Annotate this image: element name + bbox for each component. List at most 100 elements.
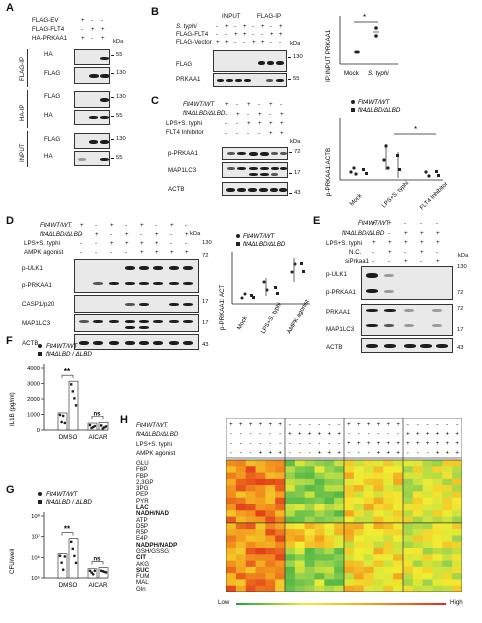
heatmap-cell [452,535,462,543]
sign: + [372,239,376,246]
heatmap-cell [442,548,453,555]
heatmap-cell [442,541,453,549]
sign: - [270,23,273,30]
sign: - [436,220,439,227]
condition-sign: + [318,451,322,457]
heatmap-cell [363,554,374,561]
sign: + [155,231,159,238]
heatmap-cell [255,579,266,587]
heatmap-cell [344,504,355,511]
heatmap-cell [285,485,296,492]
heatmap-cell [245,579,256,587]
blot-label: p-ULK1 [22,265,43,272]
condition-sign: + [347,441,351,447]
heatmap-cell [304,573,315,580]
heatmap-cell [393,491,404,499]
condition-label: flt4ΔLBD/ΔLBD [136,431,179,438]
heatmap-cell [245,491,256,499]
marker: 43 [202,342,209,348]
heatmap-cell [422,541,433,549]
sign: + [261,39,265,46]
legend-label: flt4ΔLBD / ΔLBD [46,499,92,506]
heatmap-cell [422,573,433,580]
heatmap-cell [314,491,325,499]
heatmap: + + + + + + - - - - - - + + + + + + - - - - - -- - - - - - + + + + + + - - - -… [226,418,462,592]
sign: - [110,249,113,256]
heatmap-cell [314,560,325,568]
heatmap-cell [403,529,414,536]
condition-sign: + [357,422,361,428]
blot-label: p-PRKAA1 [22,282,52,289]
heatmap-cell [285,504,296,511]
heatmap-cell [245,541,256,549]
sign: + [91,26,95,33]
sign: + [236,110,240,118]
heatmap-cell [275,579,286,587]
heatmap-cell [412,579,423,587]
condition-sign: - [436,422,438,428]
heatmap-cell [255,491,266,499]
heatmap-cell [393,579,404,587]
heatmap-cell [235,504,246,511]
heatmap-cell [294,585,305,592]
condition-sign: + [386,451,390,457]
heatmap-cell [344,491,355,499]
heatmap-cell [393,516,404,524]
sign: - [247,129,250,137]
row-label: Flt4WT/WT [358,220,390,227]
legend-marker [38,500,42,504]
heatmap-cell [363,522,374,530]
heatmap-cell [353,529,364,536]
sign: + [404,258,408,265]
heatmap-cell [442,566,453,574]
heatmap-cell [422,460,433,467]
condition-sign: - [289,451,291,457]
heatmap-cell [255,585,266,592]
heatmap-cell [363,535,374,543]
condition-sign: - [279,432,281,438]
condition-sign: + [259,422,263,428]
blot-map1lc3-d [74,314,199,332]
heatmap-cell [314,548,325,555]
row-label: FLAG-FLT4 [176,31,209,38]
heatmap-cell [245,460,256,467]
heatmap-cell [363,504,374,511]
sign: - [252,23,255,30]
heatmap-cell [363,472,374,480]
heatmap-cell [363,529,374,536]
marker: 17 [202,299,209,305]
metabolite-label: NADH/NAD [136,510,169,518]
condition-sign: - [269,432,271,438]
heatmap-cell [412,573,423,580]
heatmap-cell [422,504,433,511]
sign: - [80,231,83,238]
marker: 130 [116,94,126,100]
heatmap-cell [403,497,414,505]
heatmap-cell [226,504,237,511]
heatmap-cell [432,529,443,536]
y-tick-label: 10⁵ [31,575,40,582]
heatmap-cell [422,497,433,505]
heatmap-cell [383,472,394,480]
heatmap-cell [334,478,345,486]
heatmap-cell [304,510,315,517]
heatmap-cell [344,579,355,587]
heatmap-cell [363,485,374,492]
heatmap-cell [403,573,414,580]
heatmap-cell [314,485,325,492]
heatmap-cell [275,491,286,499]
sign: - [101,17,104,24]
heatmap-cell [403,504,414,511]
marker: 17 [457,327,464,333]
heatmap-cell [452,566,462,574]
blot-label: p-ULK1 [326,271,347,278]
heatmap-cell [245,510,256,517]
condition-sign: - [299,422,301,428]
heatmap-cell [452,573,462,580]
condition-sign: - [259,441,261,447]
heatmap-cell [383,497,394,505]
heatmap-cell [403,548,414,555]
sign: + [270,31,274,38]
heatmap-cell [383,548,394,555]
